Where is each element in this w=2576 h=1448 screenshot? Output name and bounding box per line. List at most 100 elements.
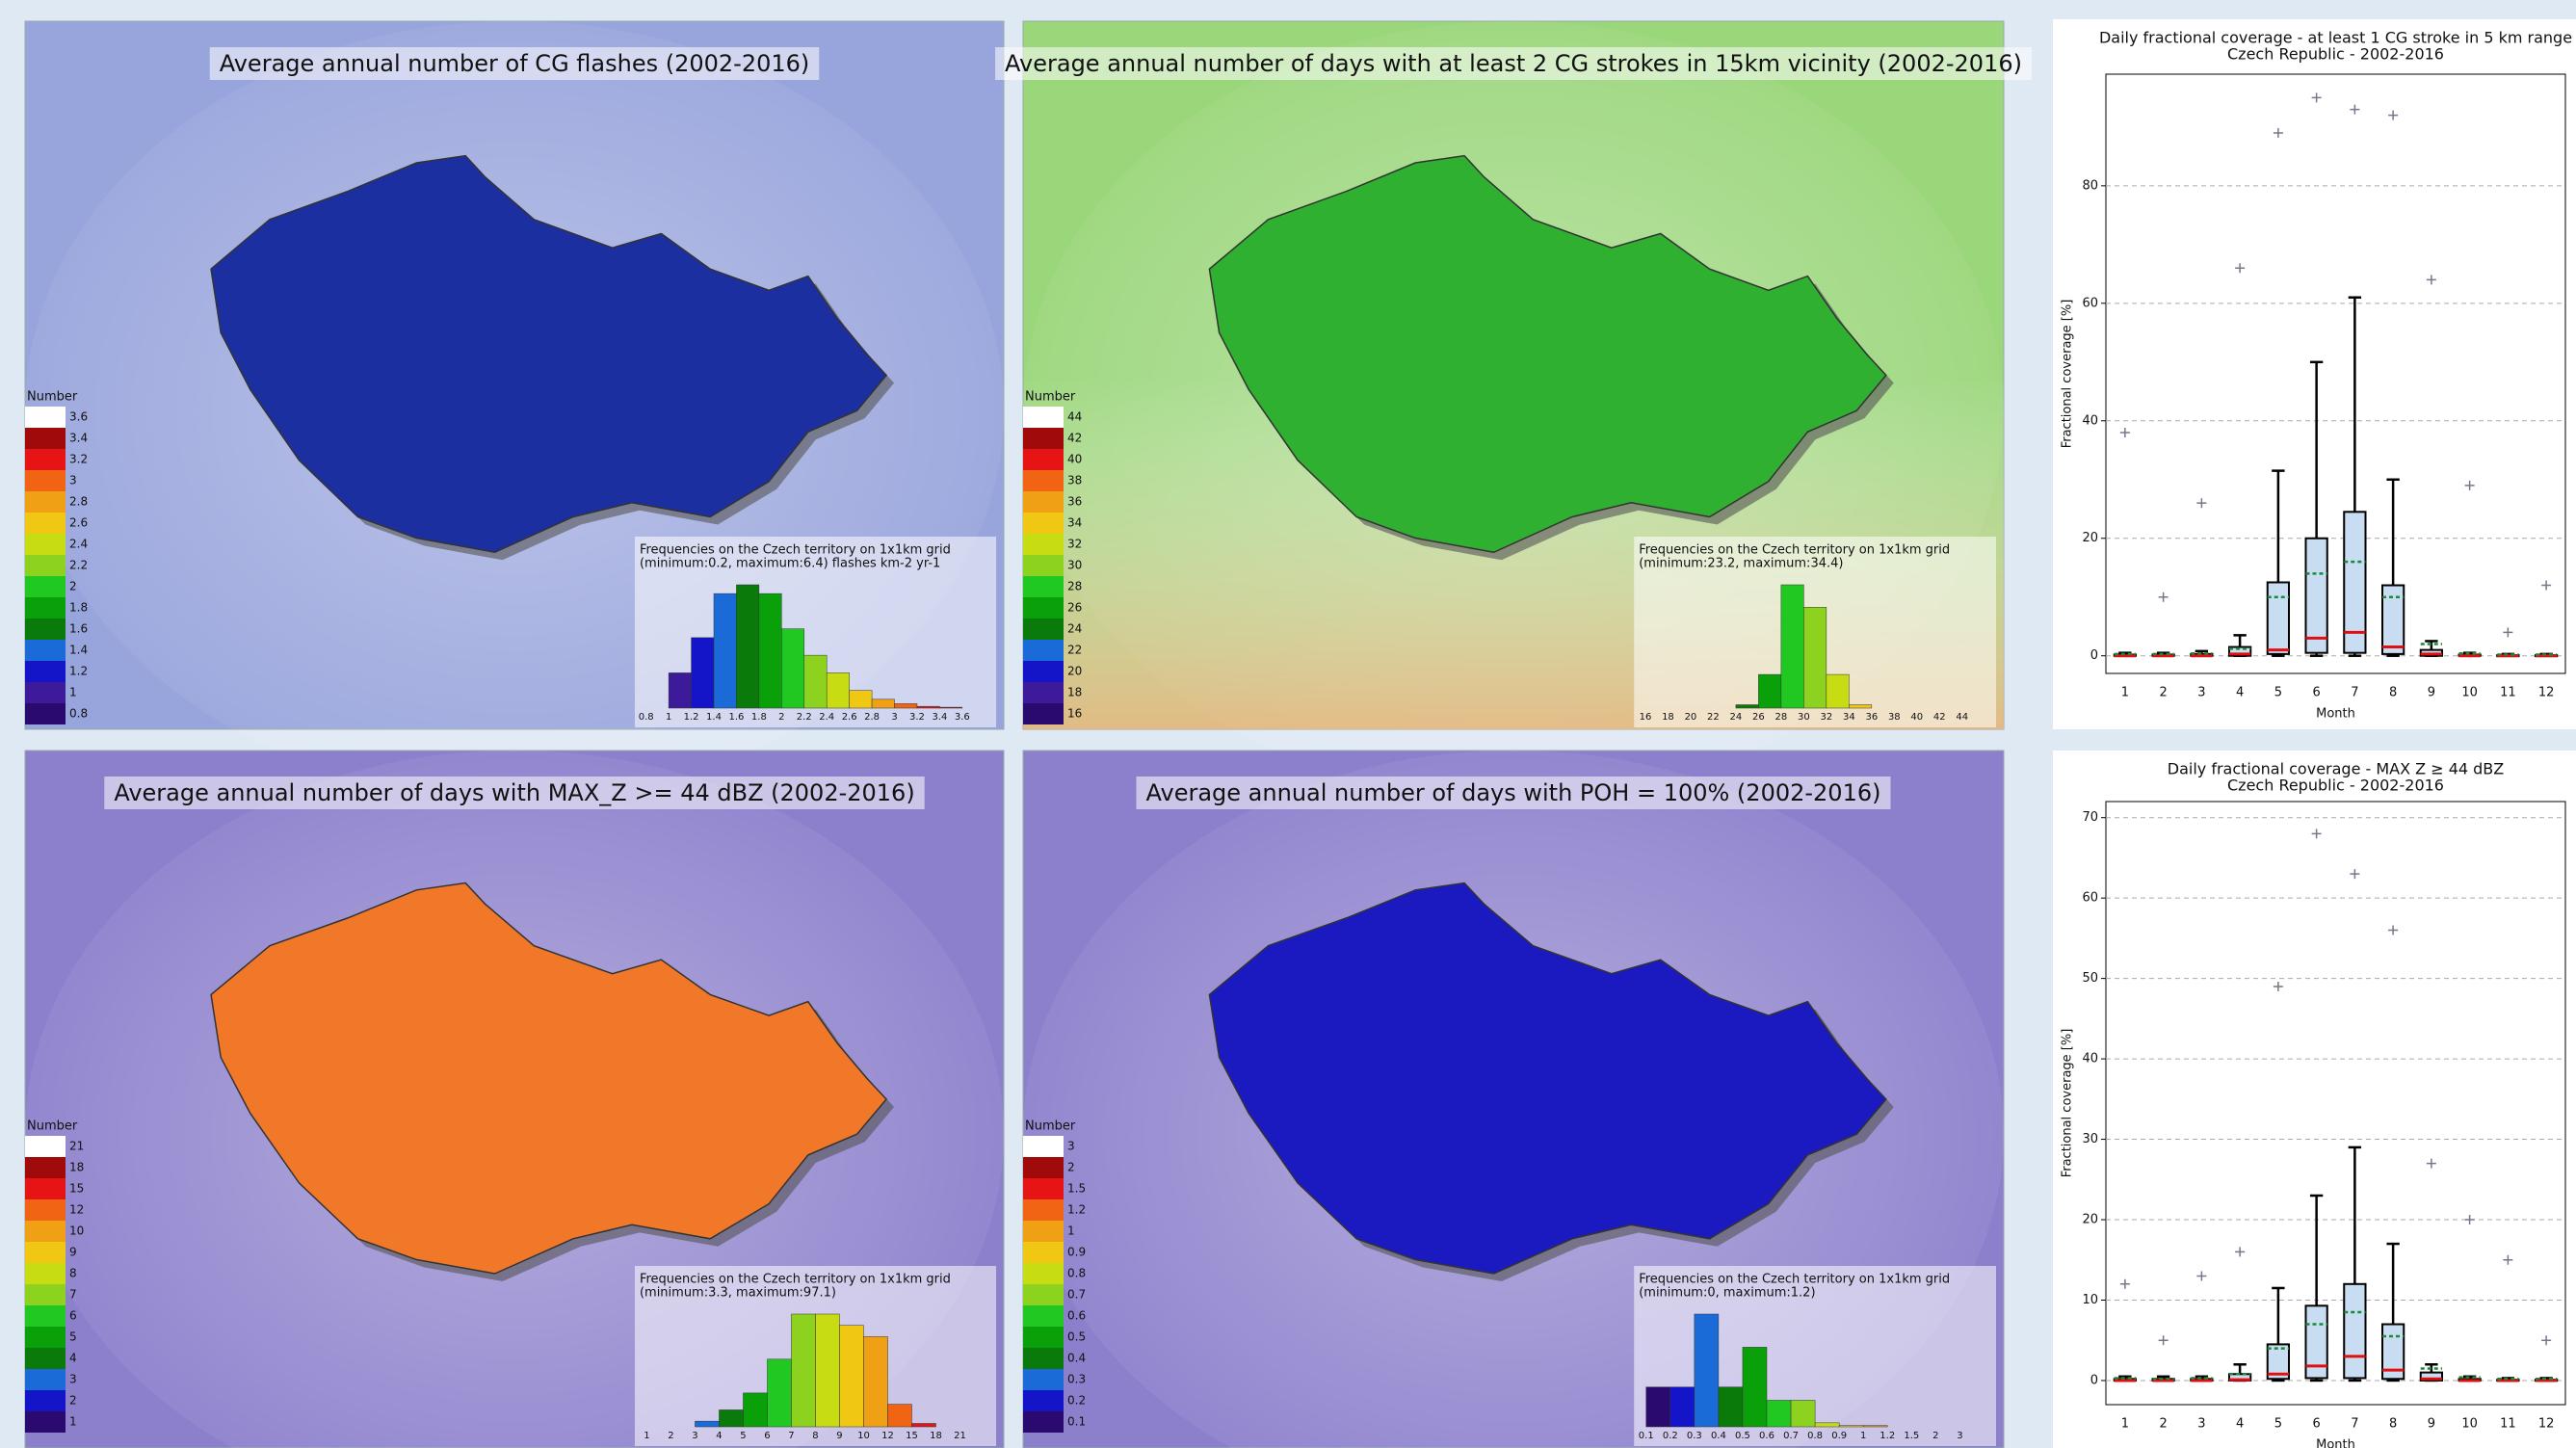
legend-swatch [1023, 555, 1064, 576]
histogram-tick-label: 0.5 [1735, 1431, 1750, 1441]
x-tick-label: 8 [2389, 1417, 2397, 1432]
legend-label: 1 [69, 686, 77, 699]
histogram-tick-label: 3 [1957, 1431, 1962, 1441]
legend-label: 2.2 [69, 559, 88, 572]
histogram-tick-label: 5 [740, 1431, 746, 1441]
legend-label: 36 [1067, 495, 1082, 509]
legend-swatch [1023, 1242, 1064, 1263]
legend-swatch [25, 1390, 66, 1411]
histogram-tick-label: 3.4 [932, 712, 947, 723]
legend-label: 0.7 [1067, 1288, 1086, 1302]
x-axis-label: Month [2316, 707, 2355, 722]
histogram-bar [839, 1326, 863, 1427]
histogram-bar [692, 638, 714, 708]
histogram-bar [863, 1336, 887, 1427]
legend-label: 24 [1067, 622, 1082, 636]
histogram-tick-label: 18 [930, 1431, 942, 1441]
legend-label: 5 [69, 1330, 77, 1344]
legend-swatch [25, 513, 66, 534]
legend-swatch [25, 703, 66, 724]
legend-label: 0.8 [1067, 1267, 1086, 1280]
histogram-tick-label: 0.2 [1663, 1431, 1678, 1441]
legend-label: 28 [1067, 580, 1082, 593]
x-tick-label: 5 [2274, 1417, 2282, 1432]
chart-subtitle: Czech Republic - 2002-2016 [2227, 777, 2444, 795]
x-tick-label: 1 [2121, 686, 2129, 700]
x-tick-label: 9 [2428, 1417, 2435, 1432]
histogram-bar [911, 1423, 935, 1427]
histogram-tick-label: 26 [1752, 712, 1765, 723]
histogram-tick-label: 12 [881, 1431, 894, 1441]
histogram-bar [917, 706, 939, 708]
histogram-tick-label: 10 [857, 1431, 870, 1441]
legend-label: 22 [1067, 644, 1082, 657]
legend-label: 3.4 [69, 432, 88, 445]
legend-swatch [25, 491, 66, 513]
histogram-tick-label: 4 [716, 1431, 722, 1441]
legend-swatch [25, 1199, 66, 1221]
x-tick-label: 7 [2351, 686, 2358, 700]
histogram-bar [1827, 674, 1849, 708]
histogram-bar [781, 629, 803, 708]
x-tick-label: 8 [2389, 686, 2397, 700]
histogram-bar [1695, 1314, 1719, 1427]
histogram-bar [1781, 585, 1803, 708]
x-tick-label: 11 [2500, 1417, 2516, 1432]
legend-swatch [1023, 703, 1064, 724]
legend-swatch [25, 1157, 66, 1178]
figure: Average annual number of CG flashes (200… [0, 0, 2576, 1448]
legend-title: Number [27, 390, 78, 405]
legend-swatch [1023, 1369, 1064, 1390]
histogram-caption: Frequencies on the Czech territory on 1x… [1639, 543, 1950, 558]
histogram-tick-label: 2.6 [842, 712, 857, 723]
legend-swatch [1023, 1390, 1064, 1411]
map-title: Average annual number of days with POH =… [1146, 779, 1881, 806]
x-tick-label: 4 [2236, 1417, 2244, 1432]
histogram-bar [1791, 1400, 1815, 1427]
histogram-tick-label: 2 [668, 1431, 673, 1441]
y-tick-label: 60 [2082, 296, 2098, 310]
legend-label: 21 [69, 1140, 84, 1153]
legend-label: 15 [69, 1182, 84, 1196]
histogram-bar [804, 655, 827, 708]
legend-label: 1.5 [1067, 1182, 1086, 1196]
legend-label: 40 [1067, 453, 1082, 466]
legend-label: 20 [1067, 665, 1082, 678]
legend-label: 32 [1067, 538, 1082, 551]
legend-swatch [25, 619, 66, 640]
histogram-bar [1646, 1387, 1670, 1427]
histogram-bar [1758, 674, 1780, 708]
histogram-tick-label: 30 [1798, 712, 1810, 723]
legend-swatch [25, 1263, 66, 1284]
page: Average annual number of CG flashes (200… [0, 0, 2576, 1448]
y-tick-label: 30 [2082, 1132, 2098, 1146]
x-tick-label: 10 [2461, 686, 2478, 700]
legend-swatch [25, 470, 66, 491]
histogram-bar [695, 1421, 719, 1427]
histogram-bar [1719, 1387, 1743, 1427]
legend-label: 2 [69, 580, 77, 593]
histogram-tick-label: 40 [1910, 712, 1923, 723]
legend-swatch [1023, 1136, 1064, 1157]
histogram-bar [939, 707, 961, 708]
x-tick-label: 1 [2121, 1417, 2129, 1432]
legend-label: 0.1 [1067, 1415, 1086, 1429]
y-tick-label: 20 [2082, 1213, 2098, 1227]
histogram-tick-label: 0.1 [1639, 1431, 1654, 1441]
legend-label: 0.9 [1067, 1246, 1086, 1259]
histogram-bar [827, 672, 849, 708]
histogram-tick-label: 0.4 [1711, 1431, 1726, 1441]
legend-swatch [1023, 513, 1064, 534]
legend-label: 34 [1067, 516, 1082, 530]
y-tick-label: 60 [2082, 891, 2098, 906]
legend-swatch [25, 534, 66, 555]
legend-label: 1 [1067, 1224, 1075, 1238]
histogram-range: (minimum:0.2, maximum:6.4) flashes km-2 … [640, 557, 940, 571]
y-tick-label: 80 [2082, 178, 2098, 193]
histogram-tick-label: 3.2 [909, 712, 925, 723]
legend-label: 38 [1067, 474, 1082, 487]
legend-label: 18 [69, 1161, 84, 1174]
legend-swatch [25, 1242, 66, 1263]
histogram-bar [815, 1314, 839, 1427]
histogram-tick-label: 0.8 [1807, 1431, 1823, 1441]
